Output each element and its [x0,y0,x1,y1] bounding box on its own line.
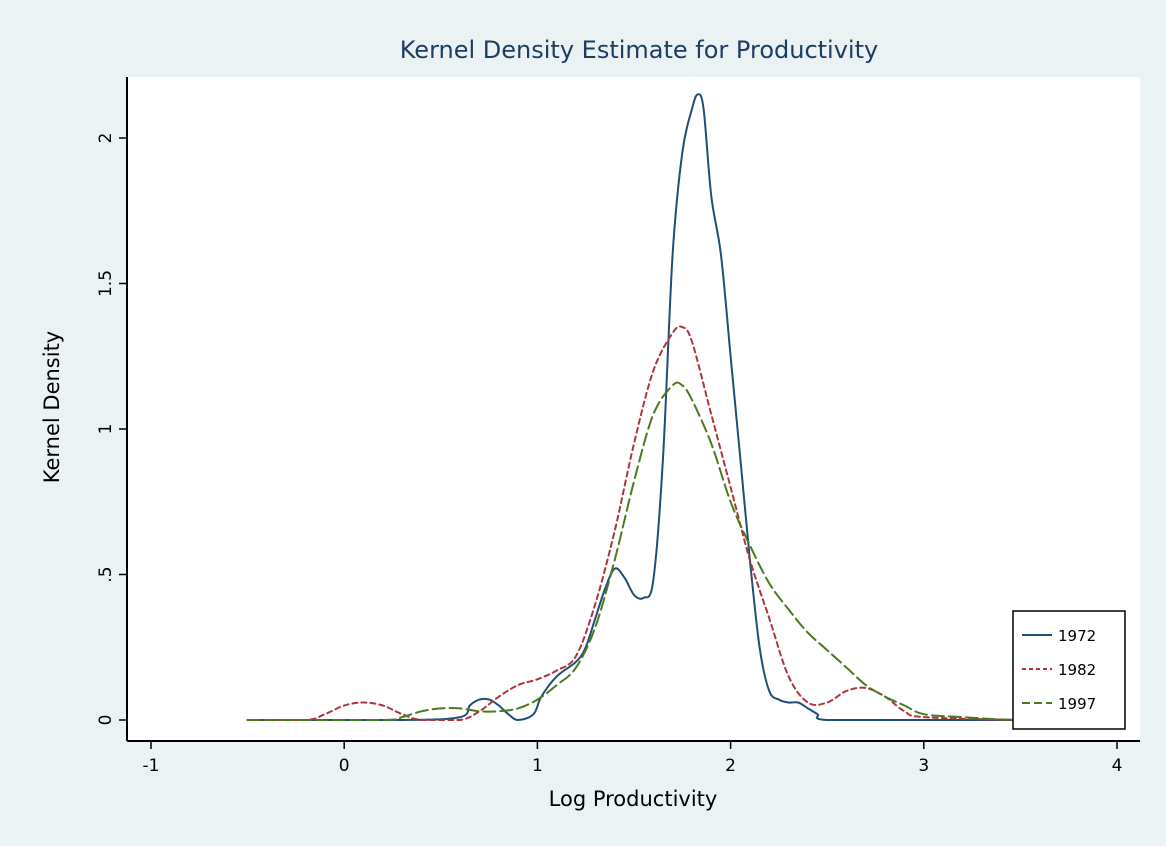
plot-area [127,77,1140,741]
x-tick-label: 2 [725,756,736,776]
y-tick-label: 1 [96,424,116,435]
y-tick-label: 1.5 [96,270,116,297]
x-tick-label: 4 [1112,756,1123,776]
y-tick-label: .5 [96,566,116,582]
y-tick-label: 0 [96,715,116,726]
x-axis-label: Log Productivity [549,787,718,811]
legend-label-1997: 1997 [1058,695,1096,713]
legend-label-1982: 1982 [1058,661,1096,679]
series-line-1972 [246,93,1118,722]
series-line-1982 [246,325,1118,722]
x-tick-label: 3 [918,756,929,776]
y-ticks: 0 .5 1 1.5 2 [96,133,127,726]
x-tick-label: 0 [339,756,350,776]
x-ticks: -1 0 1 2 3 4 [143,741,1123,776]
y-tick-label: 2 [96,133,116,144]
series-layer [246,93,1118,722]
y-axis-label: Kernel Density [40,331,64,484]
legend: 1972 1982 1997 [1012,610,1126,730]
legend-label-1972: 1972 [1058,627,1096,645]
x-tick-label: 1 [532,756,543,776]
axes: -1 0 1 2 3 4 0 .5 1 1.5 2 [96,77,1140,776]
chart-title: Kernel Density Estimate for Productivity [400,36,878,64]
x-tick-label: -1 [143,756,160,776]
series-line-1997 [246,381,1118,722]
